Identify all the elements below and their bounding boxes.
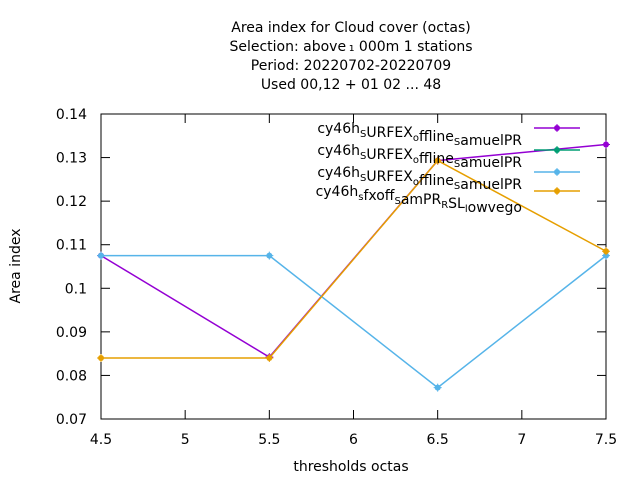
y-axis-ticks: 0.07 0.08 0.09 0.1 0.11 0.12 0.13 0.14	[56, 107, 606, 428]
x-tick-label: 6	[349, 432, 358, 448]
series-4-point	[265, 354, 274, 362]
legend-label: cy46hsfxoffSamPRRSLlowvego	[316, 184, 522, 216]
y-tick-label: 0.11	[56, 238, 87, 254]
y-tick-label: 0.13	[56, 151, 87, 167]
legend-label: cy46hSURFEXofflineSamuelPR	[317, 121, 522, 149]
series-4-point	[602, 247, 610, 256]
x-tick-label: 5.5	[258, 432, 280, 448]
series-4-point	[97, 354, 105, 362]
series-3-point	[433, 383, 442, 392]
x-axis-label: thresholds octas	[293, 459, 408, 475]
y-tick-label: 0.12	[56, 194, 87, 210]
x-tick-label: 6.5	[427, 432, 449, 448]
title-line-4: Used 00,12 + 01 02 ... 48	[261, 77, 441, 93]
y-tick-label: 0.1	[65, 281, 87, 297]
x-tick-label: 7.5	[595, 432, 617, 448]
legend-entry-4: cy46hsfxoffSamPRRSLlowvego	[316, 184, 580, 216]
series-line-4	[101, 159, 607, 359]
x-tick-label: 4.5	[90, 432, 112, 448]
x-tick-label: 5	[181, 432, 190, 448]
x-tick-label: 7	[517, 432, 526, 448]
legend-marker-4	[553, 187, 561, 195]
x-axis-ticks: 4.5 5 5.5 6 6.5 7 7.5	[90, 114, 617, 448]
series-line-3	[101, 254, 607, 389]
legend: cy46hSURFEXofflineSamuelPRcy46hSURFEXoff…	[316, 121, 580, 216]
series-3-point	[97, 251, 105, 260]
series-1-point	[602, 140, 610, 149]
chart-title: Area index for Cloud cover (octas) Selec…	[229, 20, 472, 93]
legend-label: cy46hSURFEXofflineSamuelPR	[317, 165, 522, 193]
legend-entry-2: cy46hSURFEXofflineSamuelPR	[317, 143, 580, 171]
y-tick-label: 0.09	[56, 325, 87, 341]
legend-marker-2	[553, 146, 561, 154]
y-tick-label: 0.14	[56, 107, 87, 123]
title-line-2: Selection: above ₁ 000m 1 stations	[229, 39, 472, 55]
y-tick-label: 0.07	[56, 412, 87, 428]
legend-label: cy46hSURFEXofflineSamuelPR	[317, 143, 522, 171]
series-layer	[97, 140, 610, 392]
legend-marker-3	[553, 168, 561, 176]
title-line-1: Area index for Cloud cover (octas)	[231, 20, 470, 36]
series-3-point	[602, 251, 610, 260]
plot-frame	[100, 113, 607, 420]
series-4-point	[433, 156, 442, 165]
legend-entry-3: cy46hSURFEXofflineSamuelPR	[317, 165, 580, 193]
y-tick-label: 0.08	[56, 368, 87, 384]
legend-entry-1: cy46hSURFEXofflineSamuelPR	[317, 121, 580, 149]
series-3-point	[265, 251, 274, 260]
title-line-3: Period: 20220702-20220709	[251, 58, 451, 74]
y-axis-label: Area index	[8, 229, 24, 304]
legend-marker-1	[553, 124, 561, 132]
